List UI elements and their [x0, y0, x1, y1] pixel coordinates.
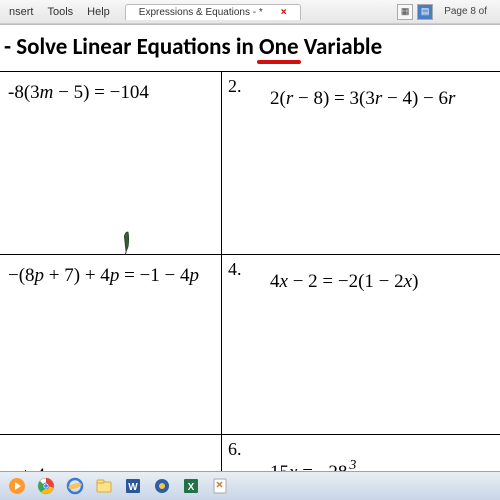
problem-number-4: 4. [228, 259, 242, 280]
equation-4: 4x − 2 = −2(1 − 2x) [230, 261, 492, 293]
media-player-icon[interactable] [4, 475, 30, 497]
document-canvas: - Solve Linear Equations in One Variable… [0, 24, 500, 471]
feather-cursor-icon [114, 227, 141, 255]
equation-2: 2(r − 8) = 3(3r − 4) − 6r [230, 78, 492, 110]
notebook-icon[interactable] [207, 475, 233, 497]
tab-label: Expressions & Equations - * [132, 7, 270, 18]
app-icon[interactable] [149, 475, 175, 497]
toolbar-right: ▦ ▤ Page 8 of [397, 4, 500, 20]
cell-4: 4. 4x − 2 = −2(1 − 2x) [222, 255, 500, 435]
problem-number-2: 2. [228, 76, 242, 97]
page-indicator: Page 8 of [437, 6, 494, 17]
cell-3: −(8p + 7) + 4p = −1 − 4p [0, 255, 222, 435]
title-suffix: Variable [299, 33, 383, 61]
menubar: nsert Tools Help Expressions & Equations… [0, 0, 500, 24]
tab-expressions-equations[interactable]: Expressions & Equations - * × [125, 4, 301, 20]
document-tabs: Expressions & Equations - * × [125, 4, 301, 20]
cell-2: 2. 2(r − 8) = 3(3r − 4) − 6r [222, 72, 500, 255]
taskbar: W X [0, 471, 500, 500]
page-title: - Solve Linear Equations in One Variable [0, 25, 500, 71]
cell-1: -8(3m − 5) = −104 [0, 72, 222, 255]
menu-insert[interactable]: nsert [2, 6, 40, 18]
svg-text:W: W [128, 482, 138, 493]
excel-icon[interactable]: X [178, 475, 204, 497]
page-nav-icon[interactable]: ▦ [397, 4, 413, 20]
equation-3: −(8p + 7) + 4p = −1 − 4p [8, 261, 213, 287]
word-icon[interactable]: W [120, 475, 146, 497]
menu-help[interactable]: Help [80, 6, 117, 18]
file-explorer-icon[interactable] [91, 475, 117, 497]
ie-icon[interactable] [62, 475, 88, 497]
problem-number-6: 6. [228, 439, 242, 460]
title-highlight: One [259, 33, 298, 61]
problem-grid: -8(3m − 5) = −104 2. 2(r − 8) = 3(3r − 4… [0, 71, 500, 495]
svg-text:X: X [188, 482, 195, 493]
equation-1: -8(3m − 5) = −104 [8, 78, 213, 104]
menu-tools[interactable]: Tools [40, 6, 80, 18]
page-view-icon[interactable]: ▤ [417, 4, 433, 20]
title-prefix: - Solve Linear Equations in [4, 33, 259, 61]
chrome-icon[interactable] [33, 475, 59, 497]
tab-close-icon[interactable]: × [274, 7, 294, 18]
